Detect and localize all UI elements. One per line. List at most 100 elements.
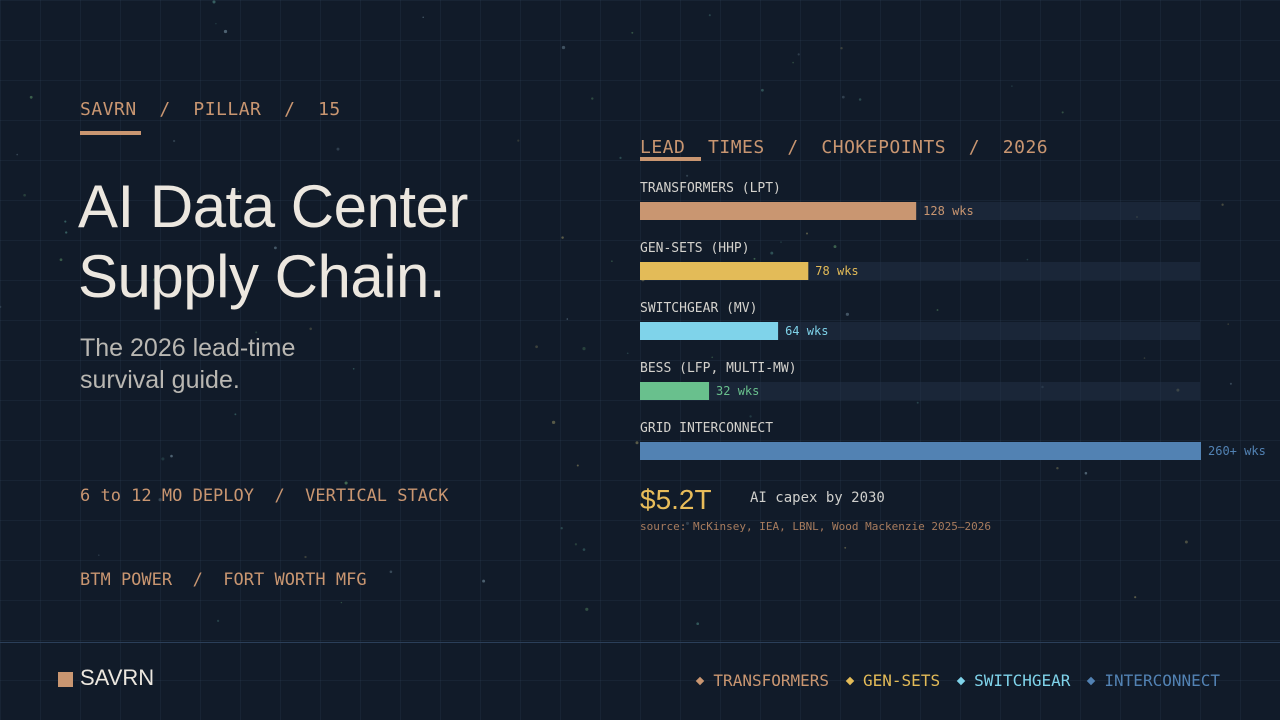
breadcrumb: SAVRN / PILLAR / 15 (80, 99, 341, 120)
star-dot (753, 257, 756, 260)
star-dot (216, 619, 220, 623)
bar-category-label: BESS (LFP, MULTI-MW) (640, 361, 797, 376)
star-dot (585, 607, 589, 611)
star-dot (223, 29, 228, 34)
star-dot (98, 554, 100, 556)
star-dot (255, 331, 258, 334)
star-dot (212, 0, 216, 4)
star-dot (152, 278, 157, 282)
tagline-line: BTM POWER / FORT WORTH MFG (80, 570, 367, 590)
star-dot (304, 555, 307, 559)
star-dot (422, 16, 424, 19)
star-dot (1134, 596, 1137, 599)
star-dot (237, 190, 240, 193)
legend-item-transformers: TRANSFORMERS (696, 671, 830, 690)
capex-stat-label: AI capex by 2030 (750, 490, 885, 506)
star-dot (611, 260, 613, 262)
star-dot (234, 413, 237, 416)
title-line: AI Data Center (78, 173, 468, 240)
star-dot (1084, 471, 1088, 475)
bar-category-label: SWITCHGEAR (MV) (640, 301, 757, 316)
star-dot (749, 415, 752, 418)
star-dot (806, 232, 808, 235)
star-dot (1184, 540, 1188, 544)
star-dot (936, 309, 939, 311)
bar (640, 442, 1201, 460)
legend-label: TRANSFORMERS (713, 671, 830, 690)
star-dot (844, 546, 847, 549)
bar (640, 262, 809, 280)
star-dot (686, 174, 689, 177)
star-dot (340, 601, 343, 604)
star-dot (309, 327, 312, 331)
star-dot (1221, 203, 1224, 206)
star-dot (560, 527, 563, 530)
star-dot (1136, 216, 1138, 218)
star-dot (582, 347, 586, 351)
legend-label: GEN-SETS (863, 671, 941, 690)
star-dot (551, 420, 556, 425)
star-dot (158, 498, 162, 502)
star-dot (449, 219, 451, 222)
star-dot (64, 220, 67, 223)
legend-label: INTERCONNECT (1104, 671, 1220, 690)
star-dot (780, 241, 782, 243)
star-dot (770, 251, 774, 255)
star-dot (1143, 357, 1146, 359)
star-dot (65, 231, 68, 234)
star-dot (576, 464, 579, 467)
star-dot (858, 98, 862, 101)
star-dot (59, 258, 63, 262)
star-dot (1176, 388, 1180, 392)
star-dot (29, 95, 33, 99)
star-dot (1026, 258, 1029, 261)
star-dot (170, 454, 173, 458)
star-dot (0, 305, 2, 309)
lead-times-bar-chart: TRANSFORMERS (LPT) 128 wks GEN-SETS (HHP) 7… (640, 181, 1266, 460)
bar (640, 382, 710, 400)
star-dot (172, 139, 176, 143)
star-dot (161, 457, 165, 461)
star-dot (344, 481, 348, 485)
star-dot (336, 147, 340, 151)
capex-stat-value: $5.2T (640, 484, 712, 515)
star-dot (561, 45, 566, 50)
star-dot (619, 156, 622, 159)
star-dot (482, 579, 486, 583)
star-dot (389, 570, 393, 574)
legend-label: SWITCHGEAR (974, 671, 1071, 690)
star-dot (1229, 382, 1232, 385)
star-dot (1056, 466, 1059, 470)
title-line: Supply Chain. (78, 243, 446, 310)
star-dot (16, 153, 19, 156)
diamond-icon (956, 676, 966, 685)
diamond-icon (1087, 676, 1096, 685)
bar-track (640, 382, 1200, 400)
footer-legend: TRANSFORMERS GEN-SETS SWITCHGEAR INTERCO… (679, 671, 1220, 690)
bar-value-label: 32 wks (716, 384, 759, 398)
diamond-icon (696, 676, 705, 685)
bar-value-label: 78 wks (815, 264, 858, 278)
bar-value-label: 260+ wks (1208, 444, 1266, 458)
diamond-icon (845, 676, 855, 685)
tagline: 6 to 12 MO DEPLOY / VERTICAL STACK BTM P… (80, 426, 448, 622)
star-dot (841, 95, 845, 99)
star-dot (274, 246, 277, 250)
legend-item-interconnect: INTERCONNECT (1087, 671, 1220, 690)
star-dot (696, 622, 700, 626)
star-dot (582, 548, 586, 551)
star-dot (352, 221, 355, 224)
star-dot (215, 22, 217, 25)
starfield-background (0, 0, 1232, 626)
bar-category-label: GRID INTERCONNECT (640, 421, 773, 436)
bar (640, 202, 917, 220)
bar (640, 322, 779, 340)
bar-value-label: 64 wks (785, 324, 828, 338)
star-dot (561, 236, 564, 239)
star-dot (1041, 385, 1044, 389)
star-dot (916, 401, 919, 404)
eyebrow-underline (80, 131, 141, 135)
tagline-line: 6 to 12 MO DEPLOY / VERTICAL STACK (80, 486, 449, 506)
star-dot (845, 312, 850, 316)
star-dot (761, 88, 764, 92)
